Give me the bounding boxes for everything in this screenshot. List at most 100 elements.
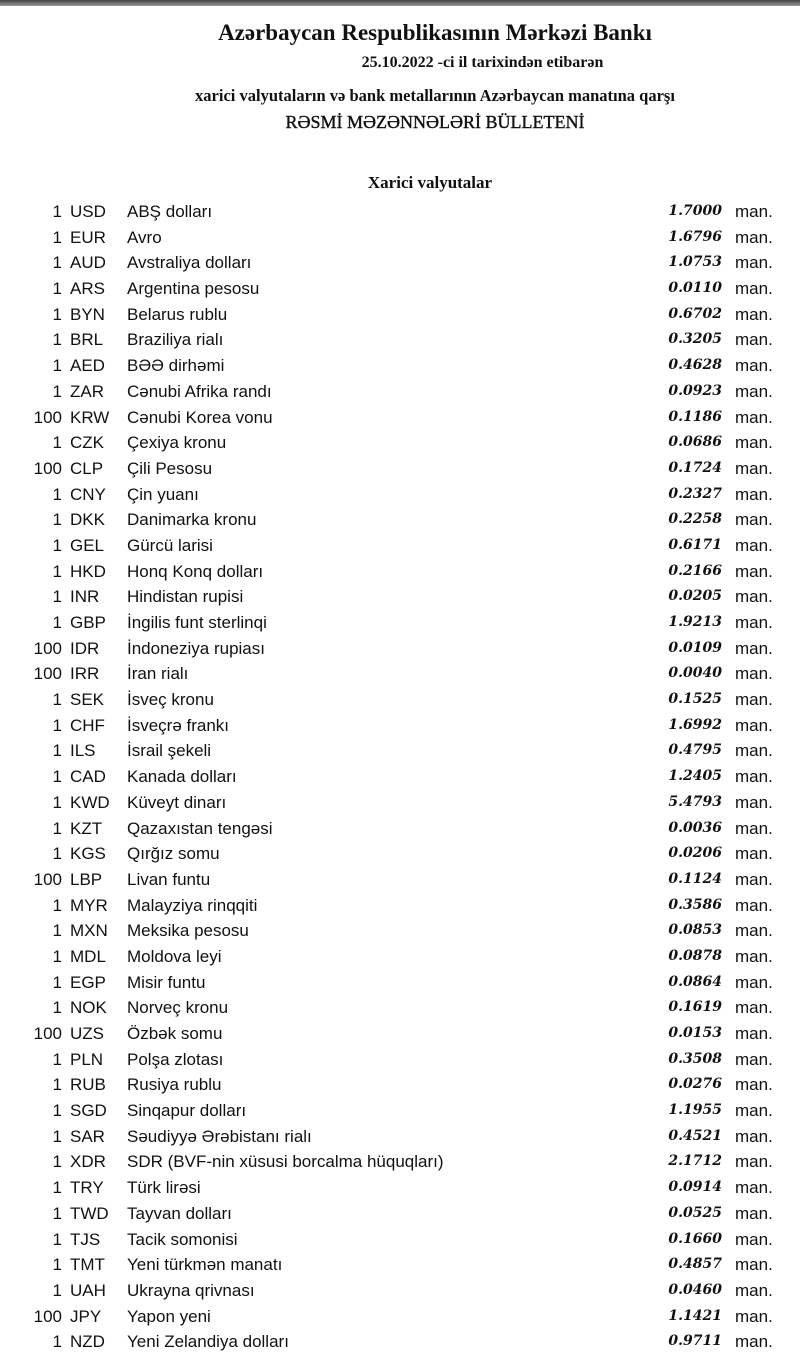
quantity: 1 bbox=[52, 510, 62, 530]
rate-value: 0.4521 bbox=[668, 1127, 722, 1144]
bulletin-title: RƏSMİ MƏZƏNNƏLƏRİ BÜLLETENİ bbox=[285, 112, 585, 132]
rate-value: 0.0205 bbox=[668, 588, 722, 605]
currency-name: ABŞ dolları bbox=[127, 202, 213, 221]
rate-value: 0.0686 bbox=[668, 434, 722, 451]
unit-label: man. bbox=[735, 1152, 773, 1172]
rate-value: 5.4793 bbox=[668, 793, 722, 810]
currency-code: MYR bbox=[70, 895, 108, 915]
rate-row: 1 RUB Rusiya rublu 0.0276 man. bbox=[0, 1072, 800, 1098]
unit-label: man. bbox=[735, 330, 773, 350]
rate-value: 0.0878 bbox=[668, 947, 722, 964]
quantity: 1 bbox=[52, 613, 62, 632]
unit-label: man. bbox=[735, 767, 773, 787]
quantity: 100 bbox=[33, 664, 62, 684]
unit-label: man. bbox=[735, 356, 773, 376]
unit-label: man. bbox=[735, 587, 773, 607]
quantity: 1 bbox=[52, 1075, 62, 1095]
rate-row: 1 AED BƏƏ dirhəmi 0.4628 man. bbox=[0, 353, 800, 379]
quantity: 1 bbox=[52, 304, 62, 324]
rate-value: 0.3586 bbox=[668, 896, 722, 913]
unit-label: man. bbox=[735, 664, 773, 684]
currency-name: Tacik somonisi bbox=[127, 1229, 238, 1249]
rate-row: 100 JPY Yapon yeni 1.1421 man. bbox=[0, 1304, 800, 1330]
currency-code: AED bbox=[70, 356, 105, 376]
quantity: 1 bbox=[52, 1178, 62, 1198]
rate-row: 100 CLP Çili Pesosu 0.1724 man. bbox=[0, 456, 800, 482]
unit-label: man. bbox=[735, 946, 773, 966]
rate-row: 1 TMT Yeni türkmən manatı 0.4857 man. bbox=[0, 1252, 800, 1278]
quantity: 1 bbox=[52, 715, 62, 735]
unit-label: man. bbox=[735, 895, 773, 915]
currency-code: CLP bbox=[70, 458, 104, 478]
currency-name: Özbək somu bbox=[127, 1024, 223, 1043]
section-title: Xarici valyutalar bbox=[367, 173, 493, 192]
rate-row: 1 HKD Honq Konq dolları 0.2166 man. bbox=[0, 559, 800, 585]
rate-row: 1 SEK İsveç kronu 0.1525 man. bbox=[0, 687, 800, 713]
currency-name: Misir funtu bbox=[127, 972, 206, 992]
currency-code: BRL bbox=[70, 330, 104, 350]
rate-row: 1 KGS Qırğız somu 0.0206 man. bbox=[0, 841, 800, 867]
quantity: 1 bbox=[52, 356, 62, 376]
rate-value: 0.3205 bbox=[668, 331, 722, 348]
unit-label: man. bbox=[735, 433, 773, 453]
currency-code: IDR bbox=[70, 638, 100, 658]
currency-code: TJS bbox=[70, 1229, 101, 1249]
quantity: 1 bbox=[52, 1332, 62, 1352]
unit-label: man. bbox=[735, 741, 773, 761]
currency-name: Türk lirəsi bbox=[127, 1178, 201, 1198]
currency-name: Yapon yeni bbox=[127, 1306, 211, 1326]
currency-code: KZT bbox=[70, 818, 103, 838]
currency-code: ILS bbox=[70, 741, 96, 761]
currency-code: KGS bbox=[70, 844, 106, 864]
rate-row: 1 MDL Moldova leyi 0.0878 man. bbox=[0, 944, 800, 970]
quantity: 1 bbox=[52, 1280, 62, 1300]
currency-code: CHF bbox=[70, 715, 105, 735]
currency-name: Avro bbox=[127, 227, 162, 247]
rate-value: 0.0040 bbox=[668, 665, 722, 682]
currency-code: RUB bbox=[70, 1075, 106, 1095]
unit-label: man. bbox=[735, 484, 773, 504]
currency-code: ZAR bbox=[70, 381, 104, 401]
currency-name: SDR (BVF-nin xüsusi borcalma hüquqları) bbox=[127, 1152, 444, 1172]
rate-value: 0.0864 bbox=[668, 973, 722, 990]
rate-row: 1 ARS Argentina pesosu 0.0110 man. bbox=[0, 276, 800, 302]
rate-row: 1 UAH Ukrayna qrivnası 0.0460 man. bbox=[0, 1278, 800, 1304]
currency-code: CAD bbox=[70, 767, 106, 787]
currency-code: CNY bbox=[70, 484, 106, 504]
currency-code: MXN bbox=[70, 921, 108, 941]
quantity: 100 bbox=[33, 407, 62, 427]
currency-name: İndoneziya rupiası bbox=[127, 638, 265, 658]
quantity: 1 bbox=[52, 1255, 62, 1275]
unit-label: man. bbox=[735, 1203, 773, 1223]
rate-row: 1 MYR Malayziya rinqqiti 0.3586 man. bbox=[0, 893, 800, 919]
rate-value: 1.2405 bbox=[668, 768, 722, 785]
quantity: 1 bbox=[52, 1203, 62, 1223]
rate-value: 0.4795 bbox=[668, 742, 722, 759]
quantity: 1 bbox=[52, 767, 62, 787]
currency-name: Küveyt dinarı bbox=[127, 792, 227, 812]
quantity: 1 bbox=[52, 1152, 62, 1172]
currency-name: Qırğız somu bbox=[127, 844, 220, 864]
currency-code: USD bbox=[70, 202, 106, 221]
currency-name: Rusiya rublu bbox=[127, 1075, 222, 1095]
quantity: 1 bbox=[52, 690, 62, 710]
rate-row: 100 UZS Özbək somu 0.0153 man. bbox=[0, 1021, 800, 1047]
quantity: 1 bbox=[52, 253, 62, 273]
rate-row: 100 LBP Livan funtu 0.1124 man. bbox=[0, 867, 800, 893]
currency-code: XDR bbox=[70, 1152, 106, 1172]
quantity: 1 bbox=[52, 844, 62, 864]
rate-row: 1 NZD Yeni Zelandiya dolları 0.9711 man. bbox=[0, 1329, 800, 1355]
rate-value: 0.0914 bbox=[668, 1179, 722, 1196]
rate-row: 1 TJS Tacik somonisi 0.1660 man. bbox=[0, 1227, 800, 1253]
currency-name: İsrail şekeli bbox=[127, 741, 212, 761]
rate-value: 0.1724 bbox=[668, 459, 722, 476]
unit-label: man. bbox=[735, 535, 773, 555]
rate-value: 0.1619 bbox=[668, 999, 722, 1016]
quantity: 1 bbox=[52, 998, 62, 1018]
currency-code: SGD bbox=[70, 1101, 107, 1121]
effective-date: 25.10.2022 -ci il tarixindən etibarən bbox=[361, 54, 604, 71]
currency-name: Livan funtu bbox=[127, 869, 211, 889]
rate-row: 1 EGP Misir funtu 0.0864 man. bbox=[0, 970, 800, 996]
quantity: 1 bbox=[52, 381, 62, 401]
rate-value: 0.0923 bbox=[668, 382, 722, 399]
